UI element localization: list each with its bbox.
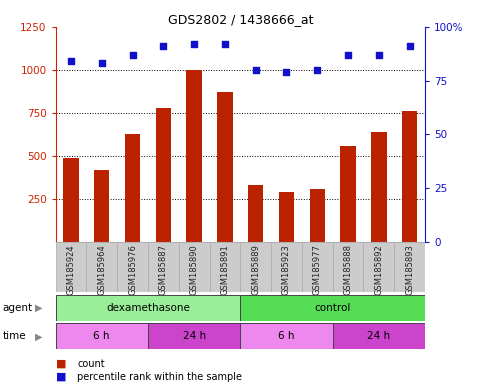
Text: GSM185964: GSM185964	[97, 244, 106, 295]
Bar	[248, 185, 263, 242]
Point	[128, 52, 136, 58]
Text: GSM185888: GSM185888	[343, 244, 353, 295]
Bar	[402, 111, 417, 242]
Point	[313, 67, 321, 73]
Bar	[302, 242, 333, 292]
Bar	[279, 192, 294, 242]
Text: GSM185889: GSM185889	[251, 244, 260, 295]
Text: control: control	[314, 303, 351, 313]
Text: ■: ■	[56, 359, 66, 369]
Text: GSM185887: GSM185887	[159, 244, 168, 295]
Point	[283, 69, 290, 75]
Bar	[148, 323, 241, 349]
Text: 24 h: 24 h	[367, 331, 390, 341]
Text: GSM185977: GSM185977	[313, 244, 322, 295]
Bar	[179, 242, 210, 292]
Text: GSM185890: GSM185890	[190, 244, 199, 295]
Bar	[240, 295, 425, 321]
Bar	[341, 146, 356, 242]
Bar	[117, 242, 148, 292]
Text: 6 h: 6 h	[278, 331, 295, 341]
Bar	[148, 242, 179, 292]
Point	[159, 43, 167, 49]
Text: 24 h: 24 h	[183, 331, 206, 341]
Bar	[86, 242, 117, 292]
Bar	[394, 242, 425, 292]
Bar	[364, 242, 394, 292]
Text: GSM185924: GSM185924	[67, 244, 75, 295]
Bar	[94, 170, 110, 242]
Point	[98, 60, 106, 66]
Title: GDS2802 / 1438666_at: GDS2802 / 1438666_at	[168, 13, 313, 26]
Bar	[310, 189, 325, 242]
Text: agent: agent	[2, 303, 32, 313]
Bar	[56, 323, 148, 349]
Bar	[371, 132, 386, 242]
Bar	[217, 92, 233, 242]
Text: ■: ■	[56, 372, 66, 382]
Point	[344, 52, 352, 58]
Text: GSM185891: GSM185891	[220, 244, 229, 295]
Point	[67, 58, 75, 65]
Text: GSM185923: GSM185923	[282, 244, 291, 295]
Text: GSM185892: GSM185892	[374, 244, 384, 295]
Text: ▶: ▶	[35, 331, 43, 341]
Bar	[240, 242, 271, 292]
Text: ▶: ▶	[35, 303, 43, 313]
Bar	[56, 295, 241, 321]
Bar	[156, 108, 171, 242]
Bar	[240, 323, 333, 349]
Text: time: time	[2, 331, 26, 341]
Text: GSM185893: GSM185893	[405, 244, 414, 295]
Bar	[56, 242, 86, 292]
Text: GSM185976: GSM185976	[128, 244, 137, 295]
Bar	[333, 323, 425, 349]
Bar	[210, 242, 240, 292]
Bar	[333, 242, 364, 292]
Text: dexamethasone: dexamethasone	[106, 303, 190, 313]
Text: 6 h: 6 h	[94, 331, 110, 341]
Bar	[63, 157, 79, 242]
Point	[375, 52, 383, 58]
Point	[221, 41, 229, 47]
Point	[406, 43, 413, 49]
Bar	[186, 70, 202, 242]
Text: count: count	[77, 359, 105, 369]
Bar	[271, 242, 302, 292]
Text: percentile rank within the sample: percentile rank within the sample	[77, 372, 242, 382]
Bar	[125, 134, 140, 242]
Point	[190, 41, 198, 47]
Point	[252, 67, 259, 73]
